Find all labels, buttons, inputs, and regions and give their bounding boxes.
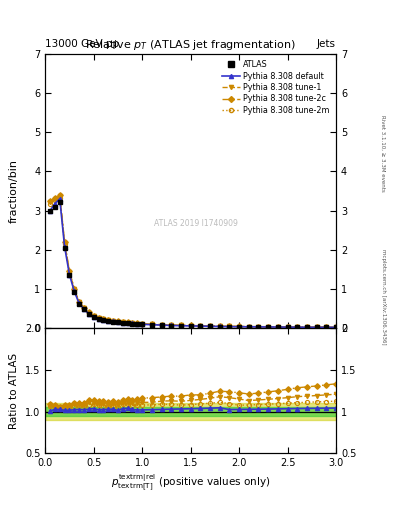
Text: mcplots.cern.ch [arXiv:1306.3436]: mcplots.cern.ch [arXiv:1306.3436] <box>381 249 386 345</box>
Legend: ATLAS, Pythia 8.308 default, Pythia 8.308 tune-1, Pythia 8.308 tune-2c, Pythia 8: ATLAS, Pythia 8.308 default, Pythia 8.30… <box>220 58 332 117</box>
Y-axis label: Ratio to ATLAS: Ratio to ATLAS <box>9 353 19 429</box>
Text: Jets: Jets <box>317 38 336 49</box>
Bar <box>45 408 336 416</box>
Title: Relative $p_{T}$ (ATLAS jet fragmentation): Relative $p_{T}$ (ATLAS jet fragmentatio… <box>85 38 296 52</box>
Text: ATLAS 2019 I1740909: ATLAS 2019 I1740909 <box>154 220 239 228</box>
X-axis label: $p_\mathrm{textrm[T]}^{\mathrm{textrm|rel}}$ (positive values only): $p_\mathrm{textrm[T]}^{\mathrm{textrm|re… <box>111 472 270 493</box>
Text: 13000 GeV pp: 13000 GeV pp <box>45 38 119 49</box>
Bar <box>45 403 336 420</box>
Text: Rivet 3.1.10, ≥ 3.3M events: Rivet 3.1.10, ≥ 3.3M events <box>381 115 386 192</box>
Y-axis label: fraction/bin: fraction/bin <box>9 159 19 223</box>
